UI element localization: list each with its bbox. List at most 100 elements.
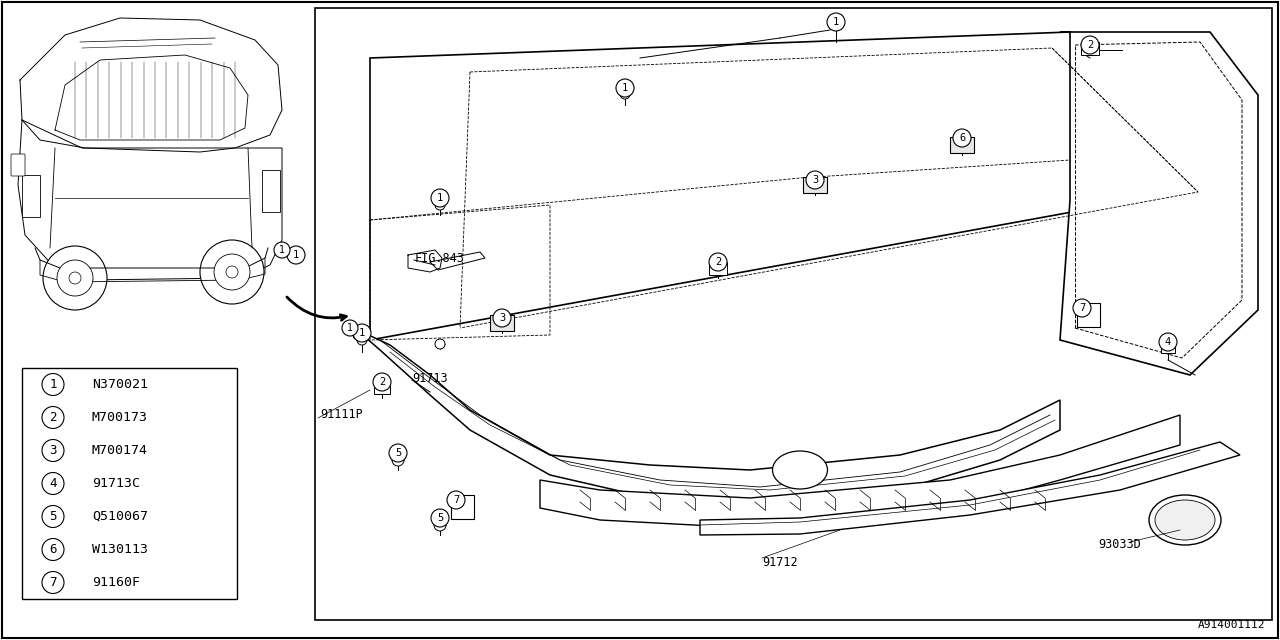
Polygon shape [1076,303,1100,327]
Text: 5: 5 [436,513,443,523]
Circle shape [200,240,264,304]
Text: W130113: W130113 [92,543,148,556]
Bar [709,262,727,275]
Text: 1: 1 [358,328,365,338]
Circle shape [42,406,64,429]
Circle shape [1158,333,1178,351]
Text: 7: 7 [1079,303,1085,313]
Bar [22,368,237,599]
Circle shape [434,519,445,531]
Bar [262,170,280,212]
Text: M700173: M700173 [92,411,148,424]
Text: 1: 1 [279,245,285,255]
Circle shape [42,572,64,593]
Polygon shape [540,415,1180,528]
Text: 91713C: 91713C [92,477,140,490]
Circle shape [42,472,64,495]
Text: 6: 6 [959,133,965,143]
FancyBboxPatch shape [490,315,515,331]
Circle shape [827,13,845,31]
Circle shape [435,339,445,349]
Circle shape [709,253,727,271]
Polygon shape [1060,32,1258,375]
Text: 93033D: 93033D [1098,538,1140,552]
Circle shape [214,254,250,290]
Text: 5: 5 [394,448,401,458]
Circle shape [431,189,449,207]
Text: 4: 4 [49,477,56,490]
Text: 91713: 91713 [412,371,448,385]
Text: 91712: 91712 [762,556,797,568]
Text: M700174: M700174 [92,444,148,457]
Text: N370021: N370021 [92,378,148,391]
Polygon shape [430,252,485,270]
Circle shape [1082,36,1100,54]
Text: 1: 1 [833,17,840,27]
FancyBboxPatch shape [950,137,974,153]
Circle shape [954,129,972,147]
Polygon shape [408,250,442,272]
Text: 7: 7 [453,495,460,505]
Ellipse shape [1149,495,1221,545]
Circle shape [357,335,367,345]
Circle shape [42,506,64,527]
Circle shape [620,89,630,99]
Text: 1: 1 [293,250,300,260]
Text: 5: 5 [49,510,56,523]
Text: 4: 4 [1165,337,1171,347]
Bar [1161,343,1175,353]
Text: 3: 3 [812,175,818,185]
Circle shape [353,330,364,340]
Circle shape [353,324,371,342]
Text: 3: 3 [49,444,56,457]
Text: 1: 1 [347,323,353,333]
Text: 2: 2 [1087,40,1093,50]
Bar [374,382,390,394]
Text: 2: 2 [714,257,721,267]
Circle shape [1073,299,1091,317]
Circle shape [616,79,634,97]
Circle shape [42,374,64,396]
Circle shape [431,509,449,527]
Circle shape [392,454,404,466]
Circle shape [274,242,291,258]
Text: 1: 1 [436,193,443,203]
Polygon shape [357,330,1060,505]
Circle shape [291,249,301,259]
Circle shape [493,309,511,327]
Ellipse shape [773,451,827,489]
FancyBboxPatch shape [803,177,827,193]
Text: Q510067: Q510067 [92,510,148,523]
Text: 3: 3 [499,313,506,323]
Polygon shape [451,495,474,519]
Circle shape [806,171,824,189]
Circle shape [44,246,108,310]
Circle shape [831,20,841,30]
Text: 91111P: 91111P [320,408,362,422]
Polygon shape [370,32,1220,340]
Ellipse shape [1155,500,1215,540]
Circle shape [287,246,305,264]
Text: FIG.843: FIG.843 [415,252,465,264]
Circle shape [342,320,358,336]
FancyBboxPatch shape [12,154,26,176]
Text: 2: 2 [49,411,56,424]
Circle shape [389,444,407,462]
Bar [315,8,1272,620]
Circle shape [69,272,81,284]
Text: A914001112: A914001112 [1198,620,1265,630]
Text: 91160F: 91160F [92,576,140,589]
Polygon shape [700,442,1240,535]
Circle shape [58,260,93,296]
Text: 7: 7 [49,576,56,589]
Bar [1082,42,1100,54]
Circle shape [447,491,465,509]
Text: 1: 1 [622,83,628,93]
Circle shape [42,440,64,461]
Circle shape [435,200,445,210]
Circle shape [227,266,238,278]
Bar [22,175,40,217]
Text: 6: 6 [49,543,56,556]
Circle shape [372,373,390,391]
Text: 2: 2 [379,377,385,387]
